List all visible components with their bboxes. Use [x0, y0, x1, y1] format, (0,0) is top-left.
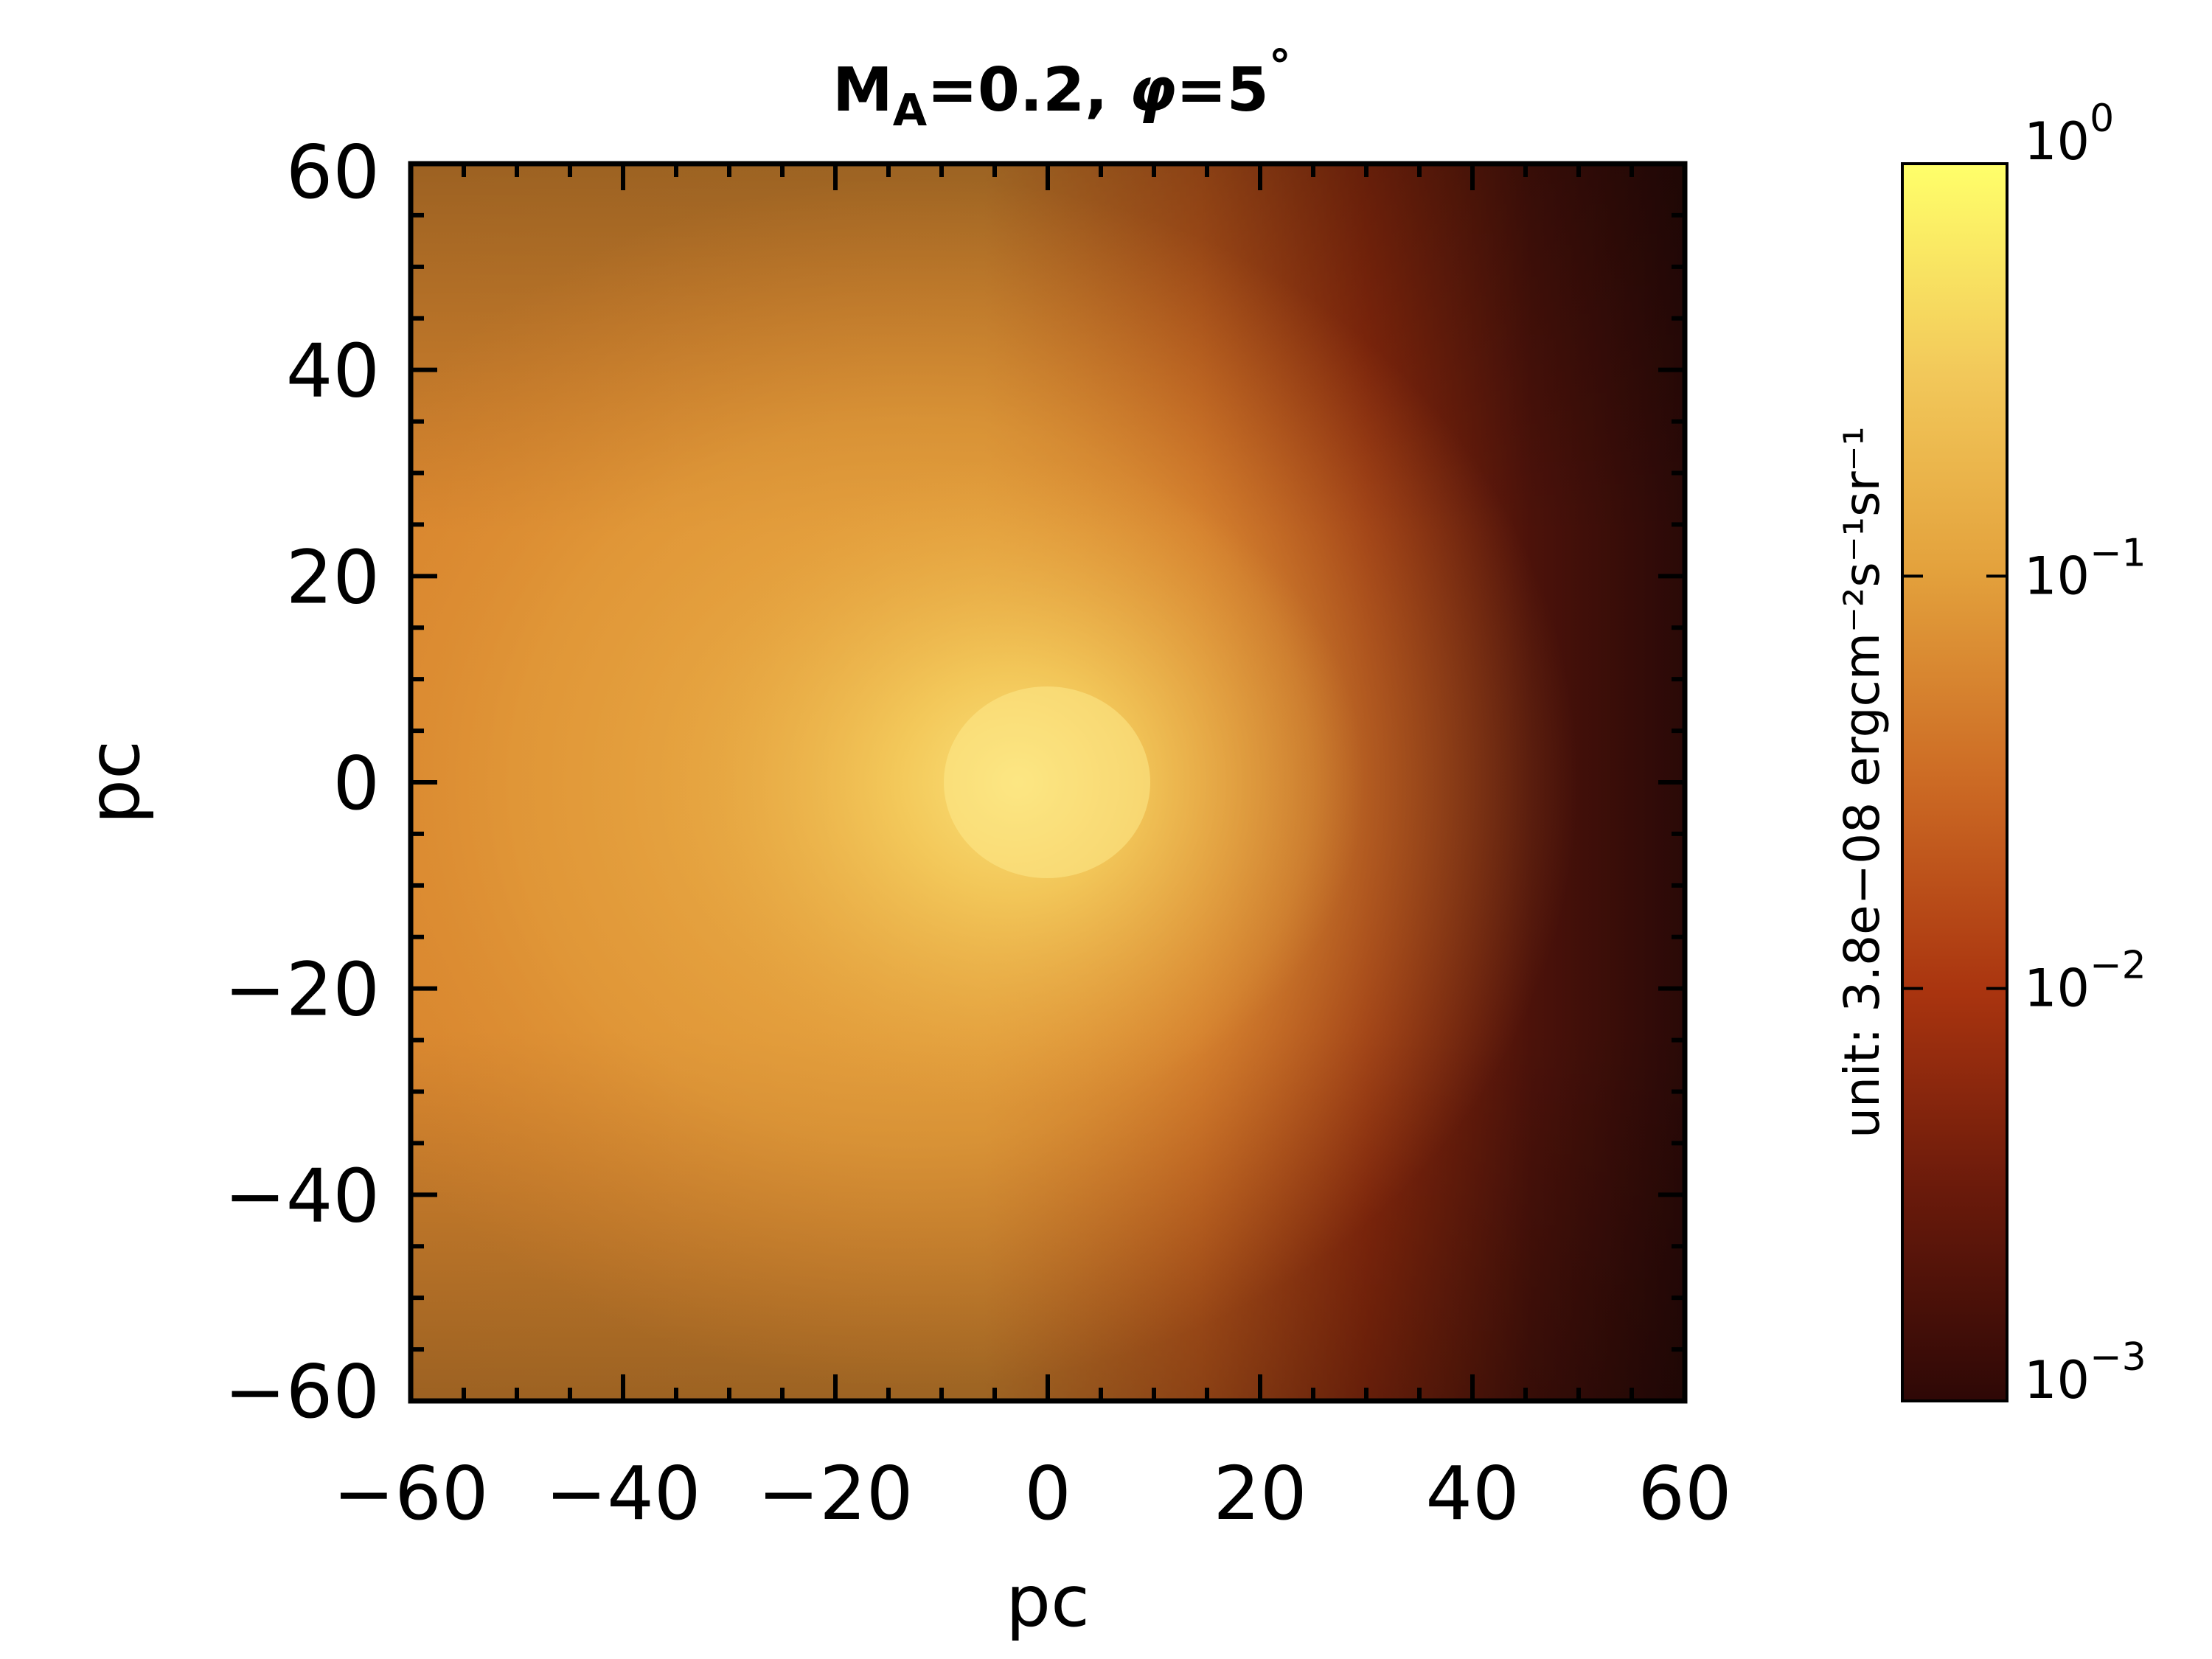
colorbar-tick-label: 10−1 — [2024, 531, 2146, 606]
x-tick-label: −60 — [333, 1450, 488, 1537]
y-tick-label: −40 — [224, 1152, 380, 1239]
y-tick-label: −20 — [224, 947, 380, 1033]
y-tick-label: 40 — [286, 328, 380, 414]
colorbar-tick-label: 10−2 — [2024, 944, 2146, 1019]
x-tick-label: 20 — [1213, 1450, 1307, 1537]
x-tick-label: −20 — [757, 1450, 913, 1537]
y-tick-label: 20 — [286, 534, 380, 620]
chart-title: MA=0.2, φ=5° — [832, 41, 1291, 136]
y-tick-label: 60 — [286, 129, 380, 215]
colorbar-label: unit: 3.8e−08 ergcm⁻²s⁻¹sr⁻¹ — [1834, 426, 1891, 1138]
y-axis-label: pc — [73, 740, 156, 824]
colorbar-ticks: 100 10−1 10−2 10−3 — [1902, 97, 2146, 1411]
colorbar-tick-label: 10−3 — [2024, 1335, 2146, 1411]
colorbar — [1901, 162, 2008, 1402]
x-tick-label: 0 — [1024, 1450, 1071, 1537]
x-tick-label: 40 — [1425, 1450, 1519, 1537]
y-tick-label: 0 — [333, 740, 380, 827]
x-tick-label: 60 — [1638, 1450, 1731, 1537]
x-tick-label: −40 — [545, 1450, 700, 1537]
heatmap-field — [411, 164, 1685, 1401]
colorbar-tick-label: 100 — [2024, 97, 2114, 172]
y-axis-ticks: 60 40 20 0 −20 −40 −60 — [224, 129, 1685, 1435]
x-axis-ticks: −60 −40 −20 0 20 40 60 — [333, 164, 1732, 1537]
y-tick-label: −60 — [224, 1349, 380, 1435]
x-axis-label: pc — [1006, 1560, 1090, 1643]
